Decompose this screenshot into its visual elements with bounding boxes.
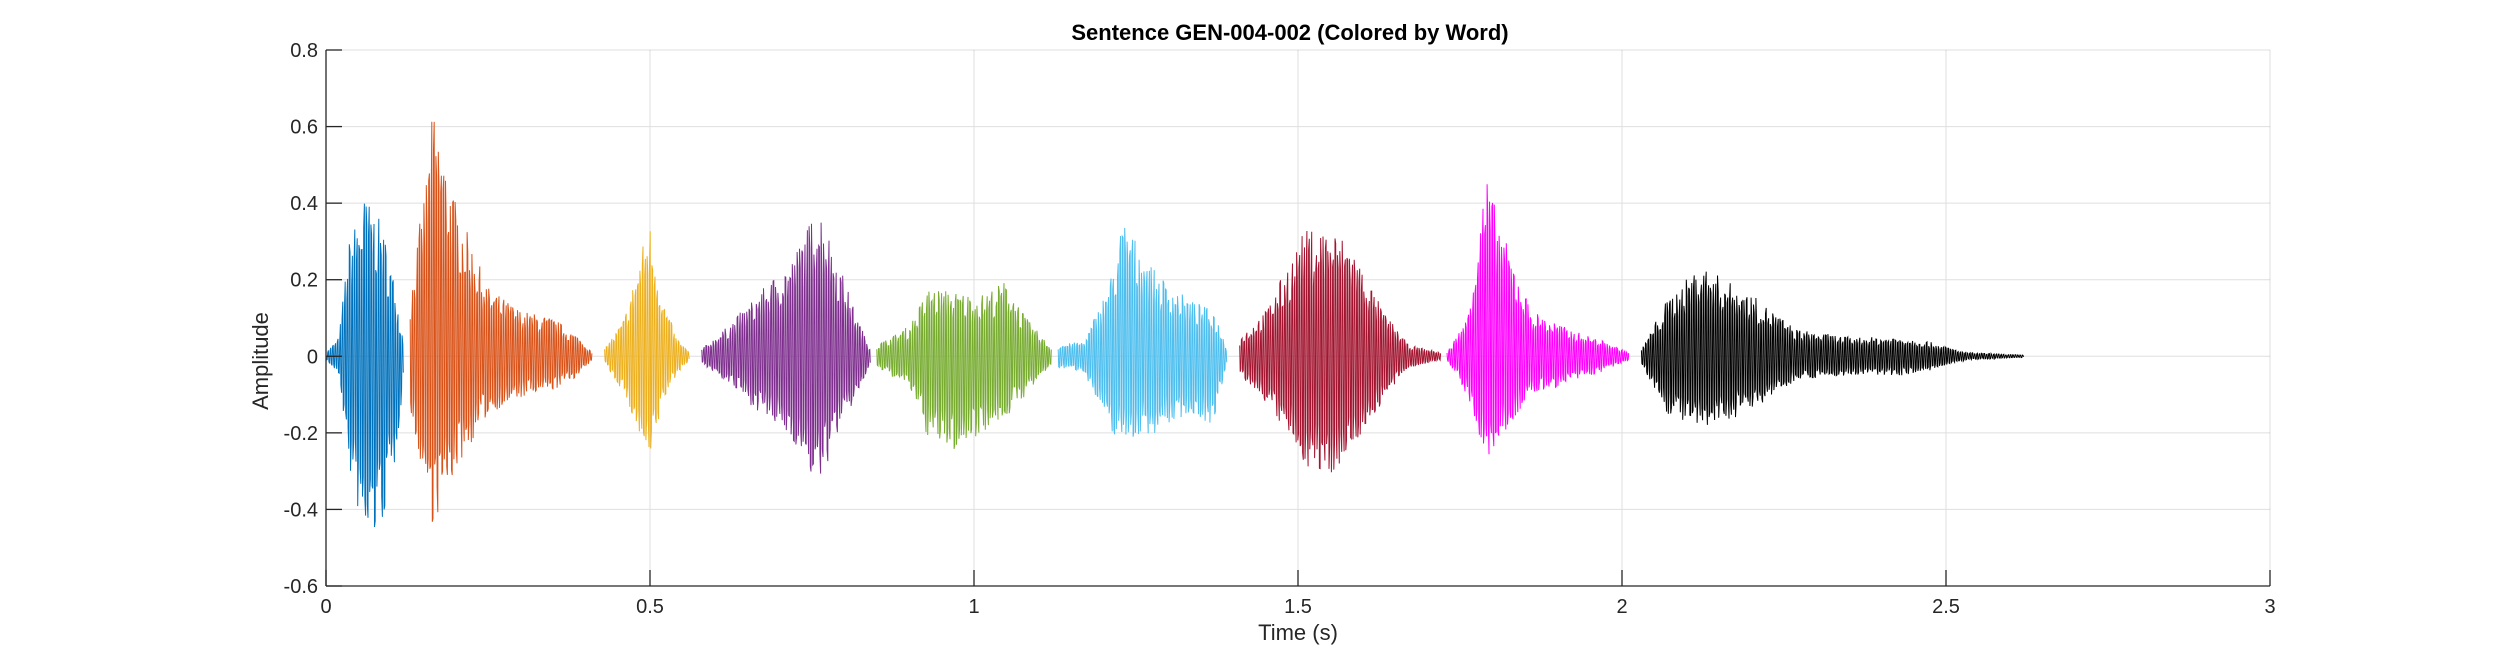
y-tick-label: 0 bbox=[307, 346, 318, 368]
word-waveform-2 bbox=[409, 121, 593, 522]
x-tick-label: 1 bbox=[968, 596, 979, 618]
y-tick-label: 0.4 bbox=[290, 193, 318, 215]
word-waveform-5 bbox=[876, 283, 1052, 449]
y-tick-label: 0.2 bbox=[290, 270, 318, 292]
chart-title: Sentence GEN-004-002 (Colored by Word) bbox=[1071, 20, 1508, 45]
y-tick-labels: -0.6 -0.4 -0.2 0 0.2 0.4 0.6 0.8 bbox=[284, 40, 318, 598]
word-waveform-6 bbox=[1057, 227, 1228, 437]
word-waveform-3 bbox=[604, 231, 690, 449]
x-tick-label: 1.5 bbox=[1284, 596, 1312, 618]
x-tick-label: 3 bbox=[2264, 596, 2275, 618]
y-tick-label: -0.6 bbox=[284, 576, 318, 598]
y-tick-label: -0.2 bbox=[284, 423, 318, 445]
waveform-series bbox=[325, 121, 2024, 528]
x-tick-label: 2.5 bbox=[1932, 596, 1960, 618]
x-axis-label: Time (s) bbox=[1258, 620, 1338, 645]
x-tick-label: 0 bbox=[320, 596, 331, 618]
x-tick-labels: 0 0.5 1 1.5 2 2.5 3 bbox=[320, 596, 2275, 618]
y-axis-label: Amplitude bbox=[248, 312, 273, 410]
word-waveform-4 bbox=[701, 222, 871, 474]
word-waveform-8 bbox=[1446, 184, 1630, 455]
y-tick-label: -0.4 bbox=[284, 499, 318, 521]
x-tick-label: 2 bbox=[1616, 596, 1627, 618]
x-tick-label: 0.5 bbox=[636, 596, 664, 618]
word-waveform-9 bbox=[1640, 271, 2024, 425]
word-waveform-1 bbox=[325, 203, 404, 528]
axes bbox=[325, 49, 2271, 587]
y-tick-label: 0.6 bbox=[290, 117, 318, 139]
y-tick-label: 0.8 bbox=[290, 40, 318, 62]
word-waveform-7 bbox=[1239, 230, 1442, 473]
